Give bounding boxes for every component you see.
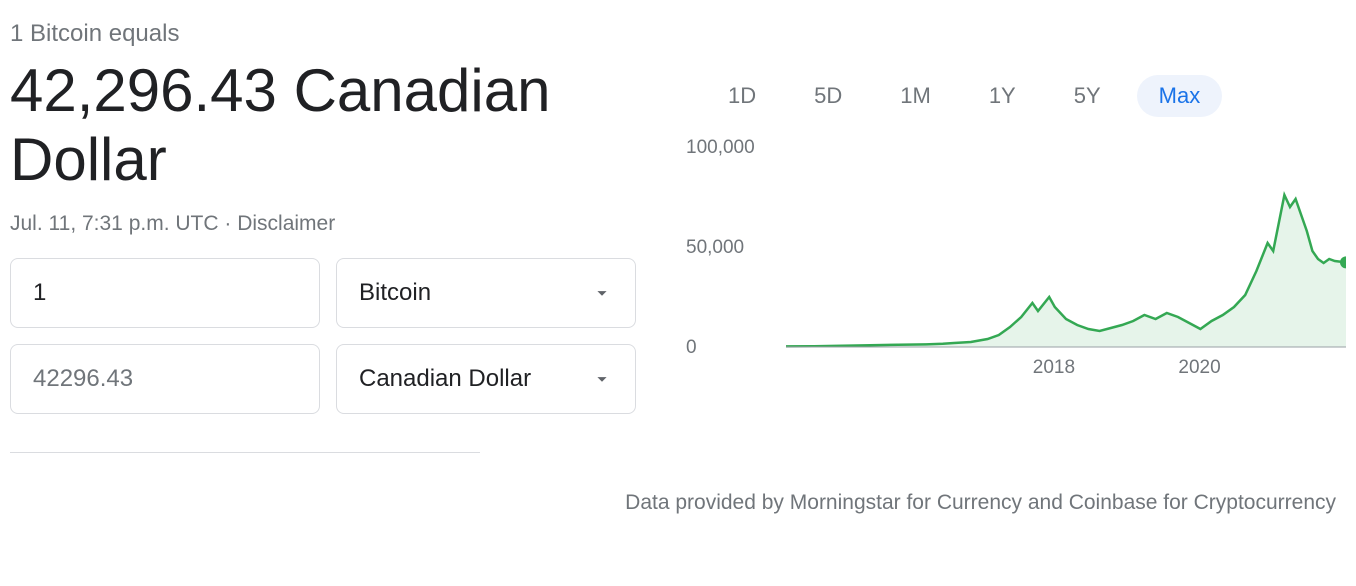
to-amount-input[interactable] — [10, 344, 320, 414]
y-axis-label: 0 — [686, 337, 697, 359]
chevron-down-icon — [591, 282, 613, 304]
from-amount-input[interactable] — [10, 258, 320, 328]
y-axis-label: 100,000 — [686, 137, 755, 159]
tab-5y[interactable]: 5Y — [1052, 75, 1123, 117]
equals-text: 1 Bitcoin equals — [10, 20, 646, 48]
timestamp-text: Jul. 11, 7:31 p.m. UTC — [10, 212, 219, 235]
converter-panel: 1 Bitcoin equals 42,296.43 Canadian Doll… — [10, 20, 646, 453]
y-axis-label: 50,000 — [686, 237, 744, 259]
from-currency-label: Bitcoin — [359, 279, 431, 307]
timestamp-line: Jul. 11, 7:31 p.m. UTC · Disclaimer — [10, 212, 646, 236]
attribution-text: Data provided by Morningstar for Currenc… — [10, 491, 1346, 515]
tab-5d[interactable]: 5D — [792, 75, 864, 117]
to-currency-select[interactable]: Canadian Dollar — [336, 344, 636, 414]
from-currency-select[interactable]: Bitcoin — [336, 258, 636, 328]
tab-1d[interactable]: 1D — [706, 75, 778, 117]
divider — [10, 452, 480, 453]
to-currency-label: Canadian Dollar — [359, 365, 531, 393]
chart-svg — [786, 147, 1346, 387]
x-axis-label: 2018 — [1033, 357, 1075, 379]
price-chart[interactable]: 050,000100,00020182020 — [686, 147, 1346, 407]
chevron-down-icon — [591, 368, 613, 390]
time-range-tabs: 1D 5D 1M 1Y 5Y Max — [706, 75, 1346, 117]
amount-text: 42,296.43 Canadian Dollar — [10, 56, 646, 194]
separator: · — [219, 212, 238, 235]
tab-1y[interactable]: 1Y — [967, 75, 1038, 117]
chart-panel: 1D 5D 1M 1Y 5Y Max 0 50,000 100,000 2018 2020 — [686, 20, 1346, 453]
tab-max[interactable]: Max — [1137, 75, 1223, 117]
tab-1m[interactable]: 1M — [878, 75, 953, 117]
disclaimer-link[interactable]: Disclaimer — [237, 212, 335, 235]
x-axis-label: 2020 — [1178, 357, 1220, 379]
